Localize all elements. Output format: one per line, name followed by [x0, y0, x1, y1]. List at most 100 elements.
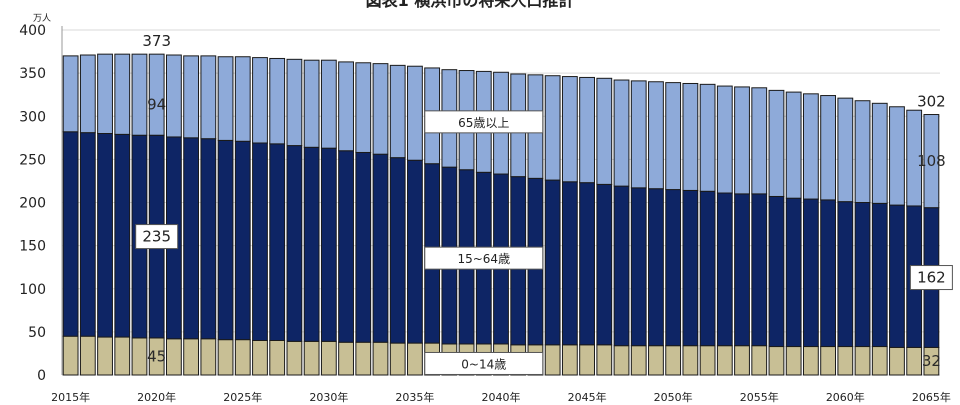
y-tick-label: 50 [28, 325, 46, 341]
bar-segment [234, 339, 251, 376]
bar-segment [768, 346, 785, 376]
bar-segment [62, 55, 79, 133]
chart-title: 図表1 横浜市の将来人口推計 [366, 0, 575, 10]
bar-segment [768, 195, 785, 348]
y-tick-label: 150 [19, 239, 46, 255]
bar-segment [734, 193, 750, 347]
legend-box [424, 246, 544, 270]
bar-segment [630, 187, 647, 347]
bar-segment [716, 345, 733, 376]
x-tick-label: 2030年 [309, 390, 348, 404]
bar-segment [785, 91, 802, 199]
bar-segment [372, 341, 389, 376]
bar-segment [338, 61, 354, 152]
bar-segment [837, 201, 854, 348]
bar-segment [286, 145, 303, 342]
bar-segment [166, 54, 182, 138]
bar-segment [389, 64, 406, 159]
x-tick-label: 2050年 [654, 390, 693, 404]
bar-segment [751, 193, 768, 347]
bar-segment [648, 188, 664, 347]
bar-segment [320, 340, 337, 376]
bar-segment [97, 53, 113, 134]
bar-segment [217, 139, 234, 341]
bar-segment [648, 345, 664, 376]
bar-segment [355, 151, 372, 343]
bar-segment [200, 138, 217, 340]
x-tick-label: 2015年 [51, 390, 90, 404]
bar-segment [854, 202, 871, 348]
bar-segment [355, 341, 372, 376]
bar-segment [854, 100, 871, 203]
x-tick-label: 2035年 [395, 390, 434, 404]
bar-segment [751, 87, 768, 195]
value-label: 162 [917, 269, 946, 287]
bar-segment [716, 192, 733, 347]
value-label: 94 [147, 96, 166, 114]
bar-segment [269, 340, 286, 376]
bar-segment [407, 65, 423, 161]
legend-label: 65歳以上 [458, 116, 509, 130]
bar-segment [544, 179, 561, 346]
bar-segment [630, 345, 647, 376]
y-tick-label: 100 [19, 282, 46, 298]
x-tick-label: 2055年 [740, 390, 779, 404]
legend-label: 15~64歳 [457, 252, 510, 266]
legend-box [424, 110, 544, 134]
bar-segment [200, 55, 217, 140]
y-tick-label: 300 [19, 109, 46, 125]
bar-segment [62, 335, 79, 376]
bar-segment [751, 345, 768, 376]
bar-segment [389, 157, 406, 344]
bar-segment [234, 56, 251, 142]
bar-segment [579, 182, 595, 346]
bar-segment [544, 75, 561, 181]
bar-segment [62, 131, 79, 337]
bar-segment [837, 346, 854, 376]
bar-segment [802, 198, 819, 348]
bar-segment [252, 340, 268, 376]
x-tick-label: 2020年 [137, 390, 176, 404]
bar-segment [131, 53, 148, 136]
bar-segment [561, 181, 578, 346]
bar-segment [320, 59, 337, 149]
bar-segment [871, 202, 888, 348]
bar-segment [114, 336, 131, 376]
y-tick-label: 250 [19, 152, 46, 168]
bar-segment [906, 109, 923, 207]
bar-segment [252, 57, 268, 144]
bar-segment [338, 150, 354, 343]
y-tick-label: 0 [37, 368, 46, 384]
y-axis-unit: 万人 [33, 13, 51, 24]
bar-segment [407, 342, 423, 376]
bar-segment [820, 346, 837, 376]
bar-segment [131, 337, 148, 376]
bar-segment [871, 102, 888, 204]
bar-segment [802, 93, 819, 200]
bar-segment [286, 58, 303, 147]
bar-segment [79, 132, 96, 337]
bar-segment [889, 204, 905, 348]
bar-segment [97, 133, 113, 338]
bar-segment [889, 346, 905, 376]
bar-segment [613, 345, 630, 376]
value-label-box [135, 224, 179, 250]
bar-segment [682, 345, 699, 376]
bar-segment [97, 336, 113, 376]
x-tick-label: 2025年 [223, 390, 262, 404]
bar-segment [579, 76, 595, 184]
total-label: 302 [917, 93, 946, 111]
y-tick-label: 400 [19, 23, 46, 39]
x-tick-label: 2045年 [568, 390, 607, 404]
bar-segment [303, 59, 320, 148]
bar-segment [183, 55, 200, 139]
bar-segment [837, 97, 854, 203]
bar-segment [785, 346, 802, 376]
bar-segment [682, 189, 699, 347]
bar-segment [596, 344, 613, 376]
bar-segment [79, 54, 96, 134]
bar-segment [544, 344, 561, 376]
legend-label: 0~14歳 [461, 357, 506, 371]
bar-segment [561, 76, 578, 183]
